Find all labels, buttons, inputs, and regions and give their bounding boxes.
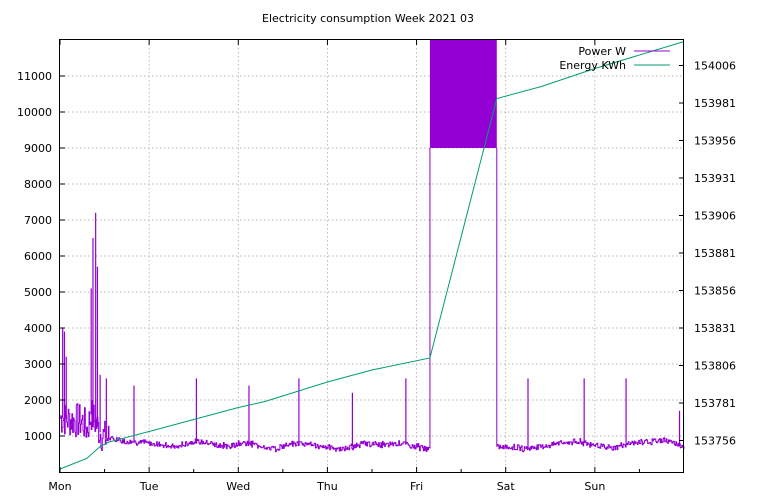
- y-right-tick-label: 153931: [694, 172, 736, 185]
- legend-label: Energy KWh: [559, 59, 626, 72]
- power-line: [60, 400, 685, 453]
- y-axis-left: 1000 2000 3000 4000 5000 6000 7000 8000 9000 1000…: [17, 70, 65, 443]
- y-left-tick-label: 2000: [24, 394, 52, 407]
- y-left-tick-label: 4000: [24, 322, 52, 335]
- energy-series: [59, 41, 685, 470]
- y-right-tick-label: 153856: [694, 285, 736, 298]
- energy-line: [59, 41, 685, 470]
- y-right-tick-label: 153906: [694, 210, 736, 223]
- legend-label: Power W: [578, 45, 626, 58]
- x-tick-label: Sun: [584, 480, 605, 493]
- y-left-tick-label: 11000: [17, 70, 52, 83]
- grid: [60, 40, 684, 472]
- y-right-tick-label: 154006: [694, 60, 736, 73]
- y-left-tick-label: 7000: [24, 214, 52, 227]
- y-axis-right: 153756 153781 153806 153831 153856 153881 1539…: [679, 60, 736, 448]
- y-left-tick-label: 9000: [24, 142, 52, 155]
- y-right-tick-label: 153756: [694, 435, 736, 448]
- x-tick-label: Tue: [139, 480, 159, 493]
- y-left-tick-label: 5000: [24, 286, 52, 299]
- y-right-tick-label: 153981: [694, 97, 736, 110]
- x-tick-label: Wed: [226, 480, 250, 493]
- y-right-tick-label: 153781: [694, 397, 736, 410]
- y-left-tick-label: 10000: [17, 106, 52, 119]
- x-axis: Mon Tue Wed Thu Fri Sat Sun: [48, 40, 640, 493]
- power-series: [60, 40, 685, 453]
- power-high-band: [429, 40, 497, 148]
- y-left-tick-label: 1000: [24, 430, 52, 443]
- x-tick-label: Mon: [48, 480, 71, 493]
- y-right-tick-label: 153956: [694, 135, 736, 148]
- y-left-tick-label: 6000: [24, 250, 52, 263]
- x-tick-label: Thu: [316, 480, 338, 493]
- x-tick-label: Fri: [410, 480, 423, 493]
- y-left-tick-label: 8000: [24, 178, 52, 191]
- y-right-tick-label: 153831: [694, 322, 736, 335]
- y-left-tick-label: 3000: [24, 358, 52, 371]
- y-right-tick-label: 153881: [694, 247, 736, 260]
- x-tick-label: Sat: [497, 480, 516, 493]
- chart-title: Electricity consumption Week 2021 03: [262, 12, 474, 25]
- y-right-tick-label: 153806: [694, 360, 736, 373]
- plot-frame: [59, 39, 684, 473]
